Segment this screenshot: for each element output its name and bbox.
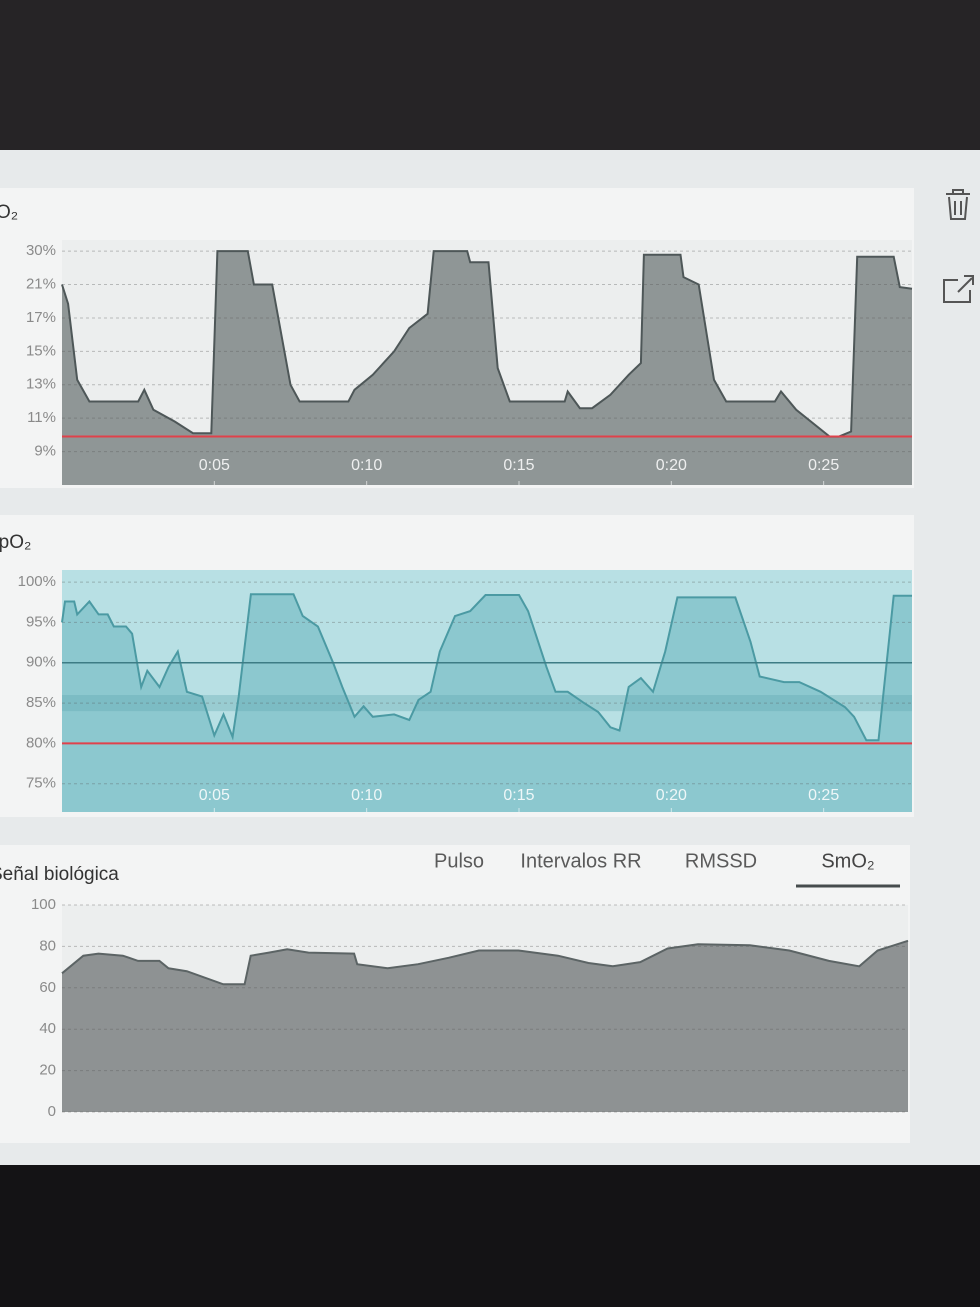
y-tick-label: 30%: [26, 242, 56, 259]
tab[interactable]: SmO₂: [821, 850, 874, 872]
y-tick-label: 20: [39, 1062, 56, 1079]
line: [61, 250, 913, 438]
x-tick-label: 0:15: [503, 787, 534, 804]
y-tick-label: 75%: [26, 775, 56, 792]
line: [61, 939, 909, 986]
y-tick-label: 9%: [34, 443, 56, 460]
y-tick-label: 13%: [26, 376, 56, 393]
y-tick-label: 100%: [18, 573, 56, 590]
area: [62, 594, 912, 812]
line: [61, 593, 912, 742]
y-tick-label: 80: [39, 937, 56, 954]
share-icon[interactable]: [943, 275, 974, 303]
tab[interactable]: Pulso: [434, 850, 484, 872]
x-tick-label: 0:10: [351, 457, 382, 474]
chart-title: SpO₂: [0, 532, 31, 553]
y-tick-label: 100: [31, 896, 56, 913]
bezel-bottom: [0, 1165, 980, 1307]
y-tick-label: 60: [39, 979, 56, 996]
x-tick-label: 0:10: [351, 787, 382, 804]
x-tick-label: 0:15: [503, 457, 534, 474]
x-tick-label: 0:05: [199, 457, 230, 474]
band: [62, 695, 912, 712]
y-tick-label: 11%: [27, 409, 56, 426]
y-tick-label: 95%: [26, 613, 56, 630]
x-tick-label: 0:20: [656, 457, 687, 474]
x-tick-label: 0:25: [808, 787, 839, 804]
x-tick-label: 0:25: [808, 457, 839, 474]
trash-icon[interactable]: [946, 189, 970, 220]
x-tick-label: 0:20: [656, 787, 687, 804]
y-tick-label: 21%: [26, 276, 56, 293]
chart-title: Señal biológica: [0, 864, 119, 885]
tab[interactable]: RMSSD: [685, 850, 757, 872]
y-tick-label: 80%: [26, 734, 56, 751]
tab[interactable]: Intervalos RR: [520, 850, 641, 872]
y-tick-label: 40: [39, 1020, 56, 1037]
y-tick-label: 15%: [26, 342, 56, 359]
area: [62, 251, 912, 485]
y-tick-label: 90%: [26, 654, 56, 671]
tab-bar: Pulso Intervalos RR RMSSD SmO₂: [434, 850, 900, 888]
area: [62, 940, 908, 1112]
y-tick-label: 17%: [26, 309, 56, 326]
x-tick-label: 0:05: [199, 787, 230, 804]
y-tick-label: 85%: [26, 694, 56, 711]
bezel-top: [0, 0, 980, 150]
chart-title: O₂: [0, 202, 18, 223]
y-tick-label: 0: [48, 1103, 56, 1120]
